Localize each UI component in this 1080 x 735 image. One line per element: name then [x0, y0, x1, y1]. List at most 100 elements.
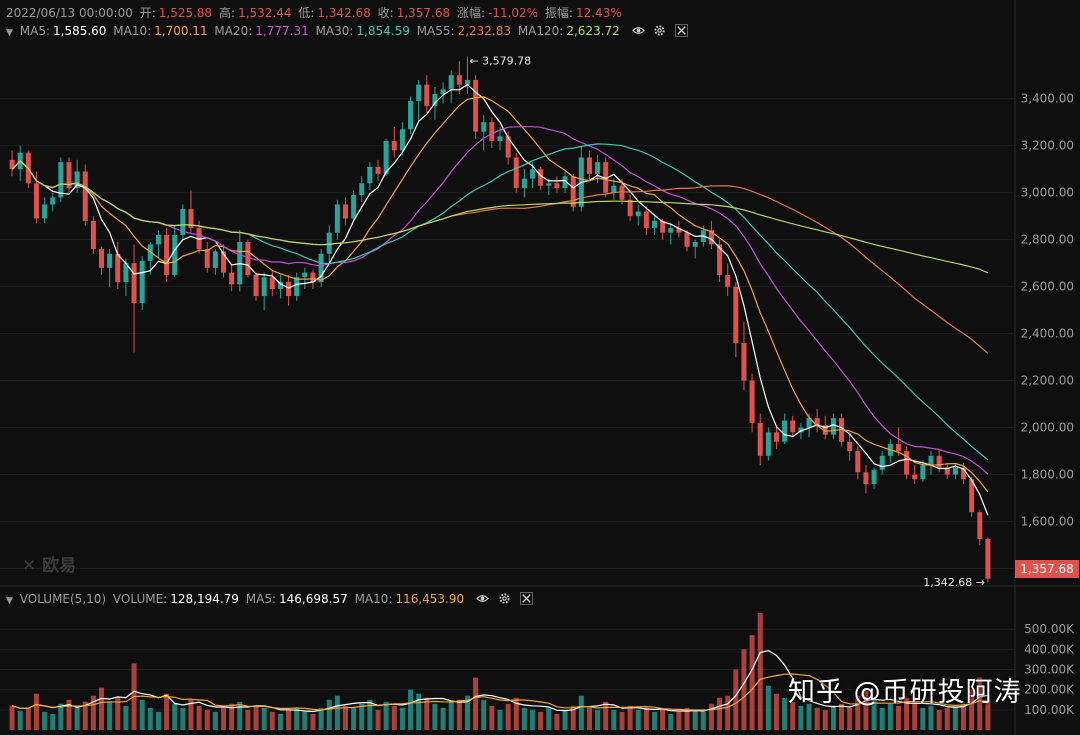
- candle: [253, 272, 259, 301]
- candle: [245, 239, 251, 278]
- candle-body: [172, 234, 178, 275]
- candle: [749, 373, 755, 433]
- candle-body: [879, 455, 885, 470]
- candle-body: [977, 512, 983, 539]
- low-marker: 1,342.68 →: [923, 576, 985, 589]
- candle-body: [595, 162, 601, 174]
- volume-bar: [692, 709, 698, 730]
- candle-body: [42, 204, 48, 219]
- volume-bar: [676, 711, 682, 730]
- candle: [74, 159, 80, 193]
- gear-icon[interactable]: [653, 24, 666, 37]
- candle: [286, 274, 292, 306]
- candle: [684, 230, 690, 252]
- volume-bar: [757, 613, 763, 730]
- candle-body: [115, 253, 121, 282]
- volume-bar: [269, 711, 275, 730]
- candle-body: [416, 84, 422, 102]
- volume-bar: [619, 711, 625, 730]
- candle: [627, 195, 633, 221]
- candle: [977, 509, 983, 546]
- candle-body: [66, 162, 72, 188]
- candle: [302, 267, 308, 290]
- volume-bar: [432, 703, 438, 730]
- candle: [969, 476, 975, 517]
- close-icon[interactable]: [675, 24, 689, 37]
- volume-bar: [164, 693, 170, 730]
- candle-body: [717, 244, 723, 275]
- volume-bar: [58, 703, 64, 730]
- candle: [188, 190, 194, 233]
- candle: [603, 157, 609, 198]
- ma-legend: ▼ MA5: 1,585.60 MA10: 1,700.11 MA20: 1,777.…: [6, 23, 689, 39]
- candle: [66, 157, 72, 193]
- volume-tick-label: 100.00K: [1024, 703, 1075, 717]
- okx-logo: ✕ 欧易: [22, 556, 77, 576]
- candle: [82, 164, 88, 226]
- volume-bar: [123, 705, 129, 730]
- candle-body: [456, 75, 462, 85]
- ma120-value: 2,623.72: [566, 24, 620, 38]
- volume-bar: [367, 699, 373, 730]
- volume-bar: [464, 695, 470, 730]
- volume-bar: [196, 705, 202, 730]
- low-label: 低:: [298, 6, 315, 20]
- volume-gear-icon[interactable]: [498, 592, 511, 605]
- candle: [107, 249, 113, 287]
- change-label: 涨幅:: [456, 6, 485, 20]
- candle-body: [261, 277, 267, 297]
- volume-close-icon[interactable]: [519, 592, 533, 605]
- candle-body: [98, 249, 105, 268]
- volume-bar: [147, 707, 153, 730]
- candle: [521, 169, 527, 198]
- candle: [928, 451, 934, 475]
- candle: [847, 432, 853, 461]
- price-tick-label: 2,800.00: [1021, 233, 1074, 247]
- candle: [204, 242, 210, 273]
- candle-body: [611, 185, 617, 193]
- volume-bar: [448, 701, 454, 730]
- volume-bar: [595, 709, 601, 730]
- volume-bar: [155, 711, 161, 730]
- watermark-text: 知乎 @币研投阿涛: [788, 677, 1022, 708]
- volume-bar: [554, 713, 560, 730]
- volume-eye-icon[interactable]: [476, 592, 489, 605]
- candle-body: [814, 418, 820, 426]
- candle: [912, 465, 918, 484]
- volume-bar: [814, 707, 820, 730]
- volume-bar: [895, 705, 902, 730]
- candle-body: [131, 263, 137, 304]
- collapse-caret-icon[interactable]: ▼: [6, 28, 13, 38]
- candle: [391, 126, 397, 158]
- ma20-value: 1,777.31: [255, 24, 309, 38]
- volume-bar: [375, 709, 381, 730]
- volume-bar: [286, 709, 292, 730]
- candle-body: [944, 467, 950, 475]
- candle: [334, 199, 340, 240]
- volume-bar: [98, 687, 105, 730]
- candle-body: [839, 418, 845, 442]
- volume-bar: [42, 711, 48, 730]
- candle-body: [619, 185, 625, 200]
- volume-bar: [82, 701, 88, 730]
- candle: [879, 451, 885, 475]
- ma30-value: 1,854.59: [356, 24, 410, 38]
- open-value: 1,525.88: [158, 6, 213, 20]
- candle: [277, 274, 283, 299]
- candle: [863, 465, 869, 494]
- candle-body: [351, 195, 357, 219]
- volume-bar: [294, 707, 300, 730]
- volume-bar: [977, 677, 983, 730]
- candle-body: [513, 157, 519, 188]
- candle: [448, 70, 454, 104]
- volume-bar: [513, 697, 519, 730]
- eye-icon[interactable]: [631, 24, 645, 37]
- price-tick-label: 2,400.00: [1021, 327, 1074, 341]
- candle-body: [58, 162, 64, 198]
- volume-bar: [920, 707, 926, 730]
- candle-body: [505, 136, 511, 158]
- close-label: 收:: [377, 6, 394, 20]
- volume-caret-icon[interactable]: ▼: [6, 596, 13, 606]
- volume-bar: [708, 703, 714, 730]
